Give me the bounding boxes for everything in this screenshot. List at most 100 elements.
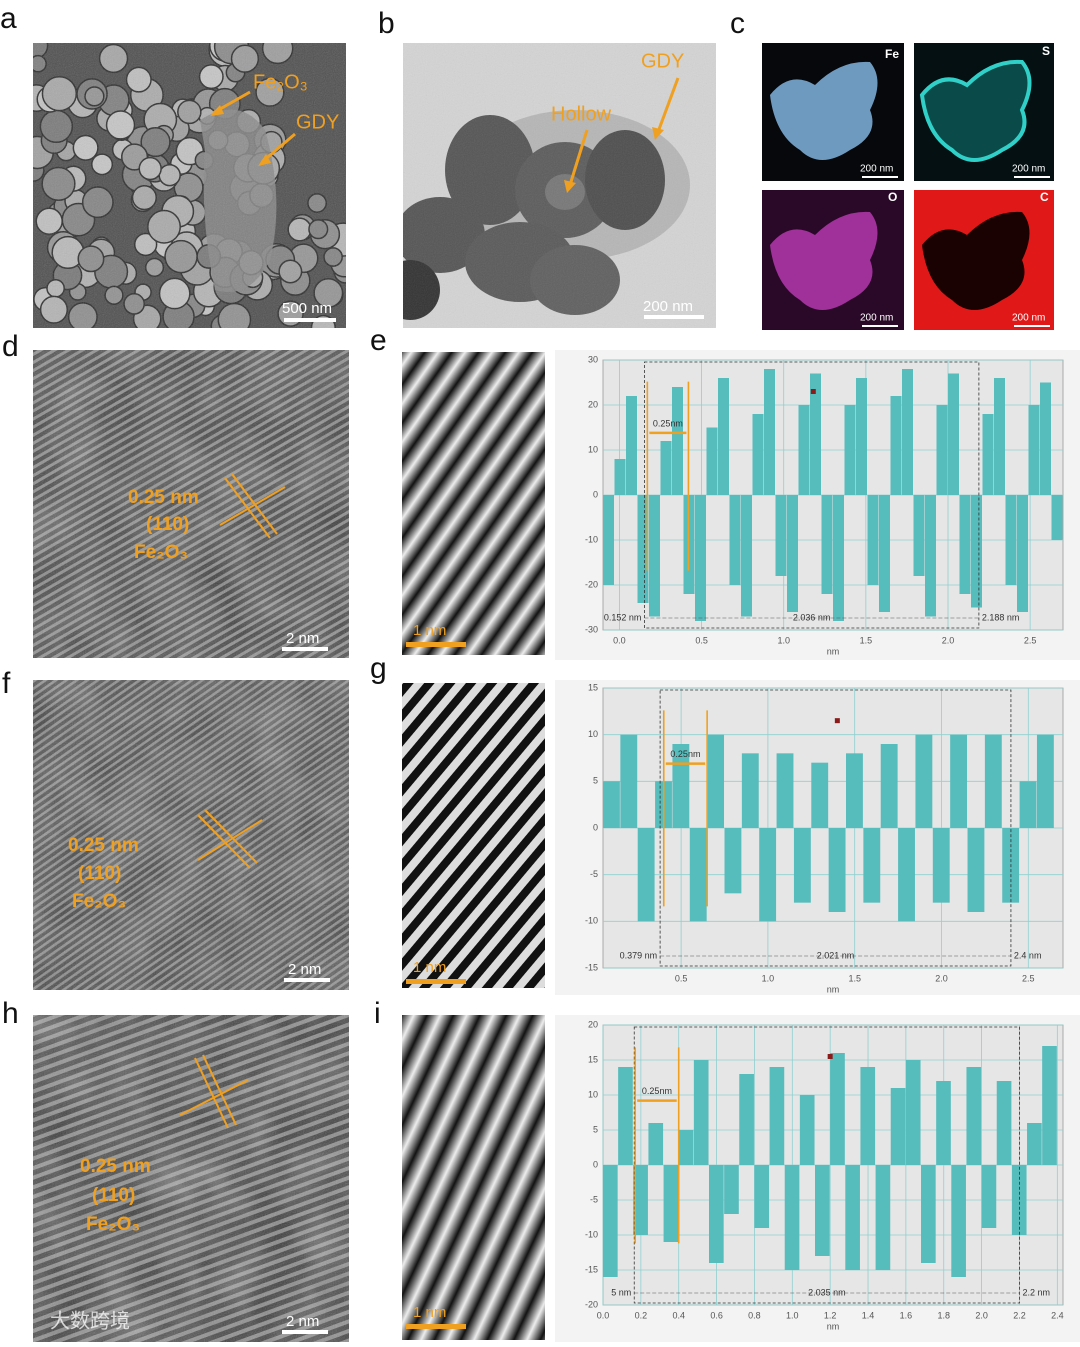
- panel-label: f: [2, 667, 11, 700]
- bar: [845, 1165, 860, 1270]
- scale-bar: [862, 325, 898, 327]
- arrow: [656, 77, 680, 133]
- marker: [834, 718, 840, 724]
- bar: [879, 495, 890, 612]
- element-label: Fe: [885, 47, 899, 61]
- bar: [967, 828, 985, 912]
- panel-label: a: [0, 2, 17, 35]
- bar: [649, 495, 660, 617]
- bar: [660, 441, 672, 495]
- bar: [867, 495, 879, 585]
- cursor-label: 5 nm: [611, 1287, 631, 1297]
- bar: [994, 378, 1005, 495]
- bar: [776, 753, 794, 828]
- bar: [1011, 1165, 1027, 1235]
- bar: [890, 1088, 906, 1165]
- y-tick-label: -10: [585, 916, 598, 926]
- texture: [33, 680, 349, 990]
- y-tick-label: 5: [593, 776, 598, 786]
- bar: [915, 734, 933, 828]
- bar: [620, 734, 638, 828]
- bar: [996, 1081, 1012, 1165]
- y-tick-label: -30: [585, 624, 598, 634]
- scale-label: 200 nm: [1012, 164, 1045, 175]
- x-tick-label: 1.0: [762, 973, 775, 983]
- bar: [764, 369, 775, 495]
- bar: [810, 373, 821, 495]
- scale-bar: [406, 1324, 466, 1329]
- x-tick-label: 1.6: [900, 1310, 913, 1320]
- x-tick-label: 0.5: [695, 635, 708, 645]
- label: (110): [146, 514, 189, 535]
- bar: [880, 744, 898, 828]
- panel-label: g: [370, 652, 387, 685]
- bar: [793, 828, 811, 903]
- y-tick-label: -15: [585, 1264, 598, 1274]
- arrow-head: [652, 127, 664, 140]
- y-tick-label: -10: [585, 1229, 598, 1239]
- y-tick-label: 0: [593, 489, 598, 499]
- bar: [1027, 1123, 1042, 1165]
- bar: [603, 1165, 618, 1277]
- marker: [827, 1054, 833, 1059]
- panel-label: c: [730, 7, 745, 40]
- y-tick-label: 10: [588, 729, 598, 739]
- bar: [1040, 382, 1051, 495]
- label: GDY: [296, 111, 339, 133]
- scale-label: 200 nm: [643, 298, 693, 315]
- x-tick-label: 2.0: [975, 1310, 988, 1320]
- bar: [707, 734, 725, 828]
- y-tick-label: -5: [590, 1194, 598, 1204]
- bar: [637, 828, 655, 922]
- bar: [724, 828, 742, 894]
- scale-bar: [862, 176, 898, 178]
- x-tick-label: 1.0: [786, 1310, 799, 1320]
- bar: [898, 828, 915, 922]
- bar: [948, 373, 959, 495]
- x-tick-label: 2.5: [1024, 635, 1037, 645]
- scale-label: 200 nm: [1012, 313, 1045, 324]
- panel-label: h: [2, 997, 19, 1030]
- panel-label: e: [370, 324, 387, 357]
- eds-map: C 200 nm: [914, 190, 1054, 330]
- panel-label: d: [2, 330, 19, 363]
- bar: [784, 1165, 800, 1270]
- bar: [950, 734, 968, 828]
- bar: [1017, 495, 1028, 612]
- x-tick-label: 0.8: [748, 1310, 761, 1320]
- label: Fe₂O₃: [86, 1214, 140, 1235]
- scale-label: 200 nm: [860, 164, 893, 175]
- bar: [902, 369, 913, 495]
- x-tick-label: 0.5: [675, 973, 688, 983]
- span-label: 2.021 nm: [817, 950, 855, 960]
- label: Fe₂O₃: [72, 891, 126, 912]
- bar: [769, 1067, 785, 1165]
- bar: [833, 495, 844, 621]
- bar: [787, 495, 798, 612]
- x-tick-label: 2.5: [1022, 973, 1035, 983]
- bar: [1036, 734, 1054, 828]
- x-tick-label: 2.0: [942, 635, 955, 645]
- bar: [1005, 495, 1017, 585]
- bar: [984, 734, 1002, 828]
- bar: [626, 396, 637, 495]
- scale-bar: [1014, 325, 1050, 327]
- bar: [913, 495, 925, 576]
- bar: [752, 414, 764, 495]
- eds-map: O 200 nm: [762, 190, 904, 330]
- bar: [971, 495, 982, 608]
- x-tick-label: 0.4: [672, 1310, 685, 1320]
- eds-map: S 200 nm: [914, 43, 1054, 181]
- bar: [966, 1067, 982, 1165]
- texture: [33, 350, 349, 658]
- bar: [951, 1165, 966, 1277]
- x-tick-label: 0.2: [635, 1310, 648, 1320]
- bar: [863, 828, 881, 903]
- x-tick-label: 1.5: [848, 973, 861, 983]
- bar: [689, 828, 707, 922]
- x-tick-label: 0.6: [710, 1310, 723, 1320]
- scale-label: 2 nm: [286, 630, 319, 647]
- bar: [905, 1060, 921, 1165]
- cursor-box: [633, 1026, 1020, 1304]
- bar: [846, 753, 863, 828]
